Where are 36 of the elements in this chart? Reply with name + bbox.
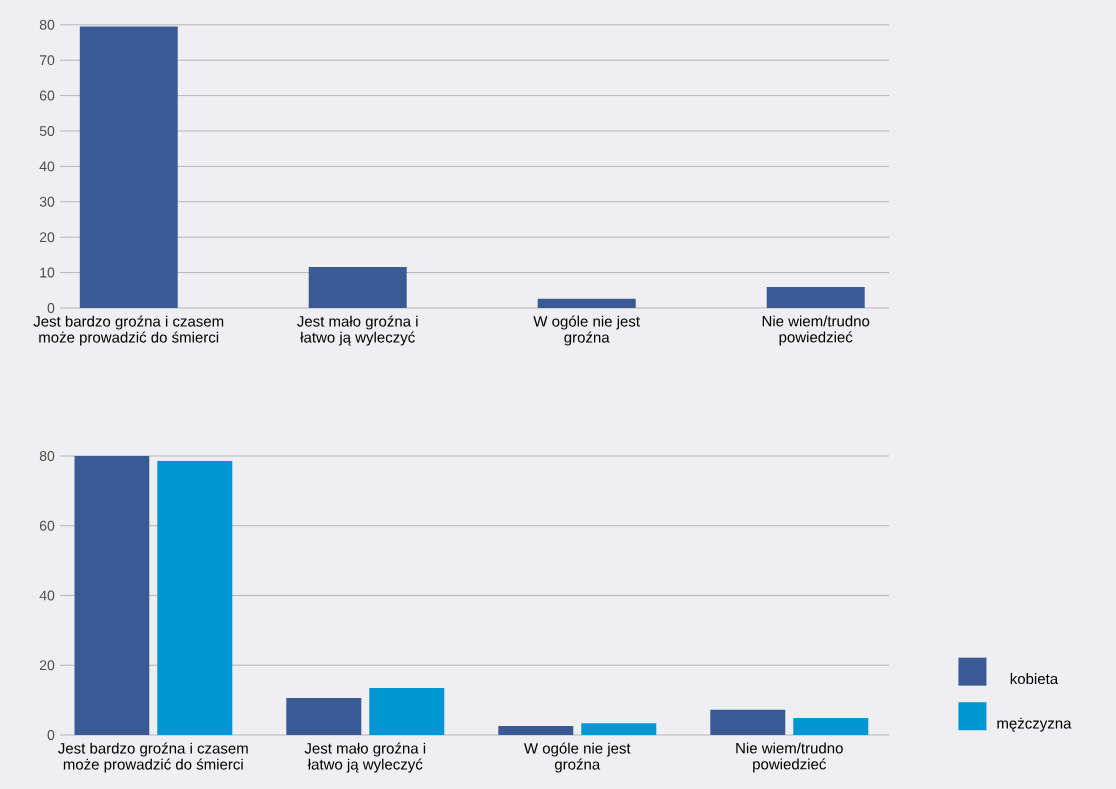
y-tick-label: 40 (39, 590, 55, 601)
y-tick-label: 60 (39, 90, 55, 101)
bar (157, 460, 233, 735)
x-tick-label: Nie wiem/trudno powiedzieć (736, 742, 843, 773)
bar (286, 698, 362, 735)
bar (369, 687, 445, 735)
bar (74, 455, 150, 735)
x-tick-label: W ogóle nie jest groźna (523, 742, 631, 773)
bar (308, 266, 407, 308)
x-tick-label: Jest bardzo groźna i czasem może prowadzić do śmierci (58, 742, 248, 773)
legend-label: kobieta (1010, 673, 1059, 685)
bar (793, 717, 869, 735)
bar (581, 723, 657, 735)
x-tick-label: Jest mało groźna i łatwo ją wyleczyć (304, 742, 426, 773)
y-tick-label: 70 (39, 55, 55, 66)
y-tick-label: 20 (39, 232, 55, 243)
y-tick-label: 0 (47, 303, 55, 313)
y-tick-label: 40 (39, 161, 55, 172)
bar (537, 298, 636, 308)
y-tick-label: 0 (47, 730, 55, 740)
y-tick-label: 60 (39, 520, 55, 531)
x-tick-label: W ogóle nie jest groźna (533, 315, 640, 346)
y-tick-label: 80 (39, 19, 55, 30)
y-tick-label: 30 (39, 196, 55, 207)
bar (498, 725, 574, 735)
y-tick-label: 50 (39, 126, 55, 136)
bar (79, 26, 178, 308)
y-tick-label: 80 (39, 451, 55, 461)
bar (766, 287, 865, 308)
x-tick-label: Jest bardzo groźna i czasem może prowadzić do śmierci (33, 315, 224, 346)
y-tick-label: 20 (39, 660, 55, 671)
x-tick-label: Jest mało groźna i łatwo ją wyleczyć (297, 315, 418, 346)
legend-label: mężczyzna (997, 717, 1072, 732)
x-tick-label: Nie wiem/trudno powiedzieć (762, 315, 870, 346)
y-tick-label: 10 (40, 267, 55, 278)
bar (710, 709, 786, 735)
